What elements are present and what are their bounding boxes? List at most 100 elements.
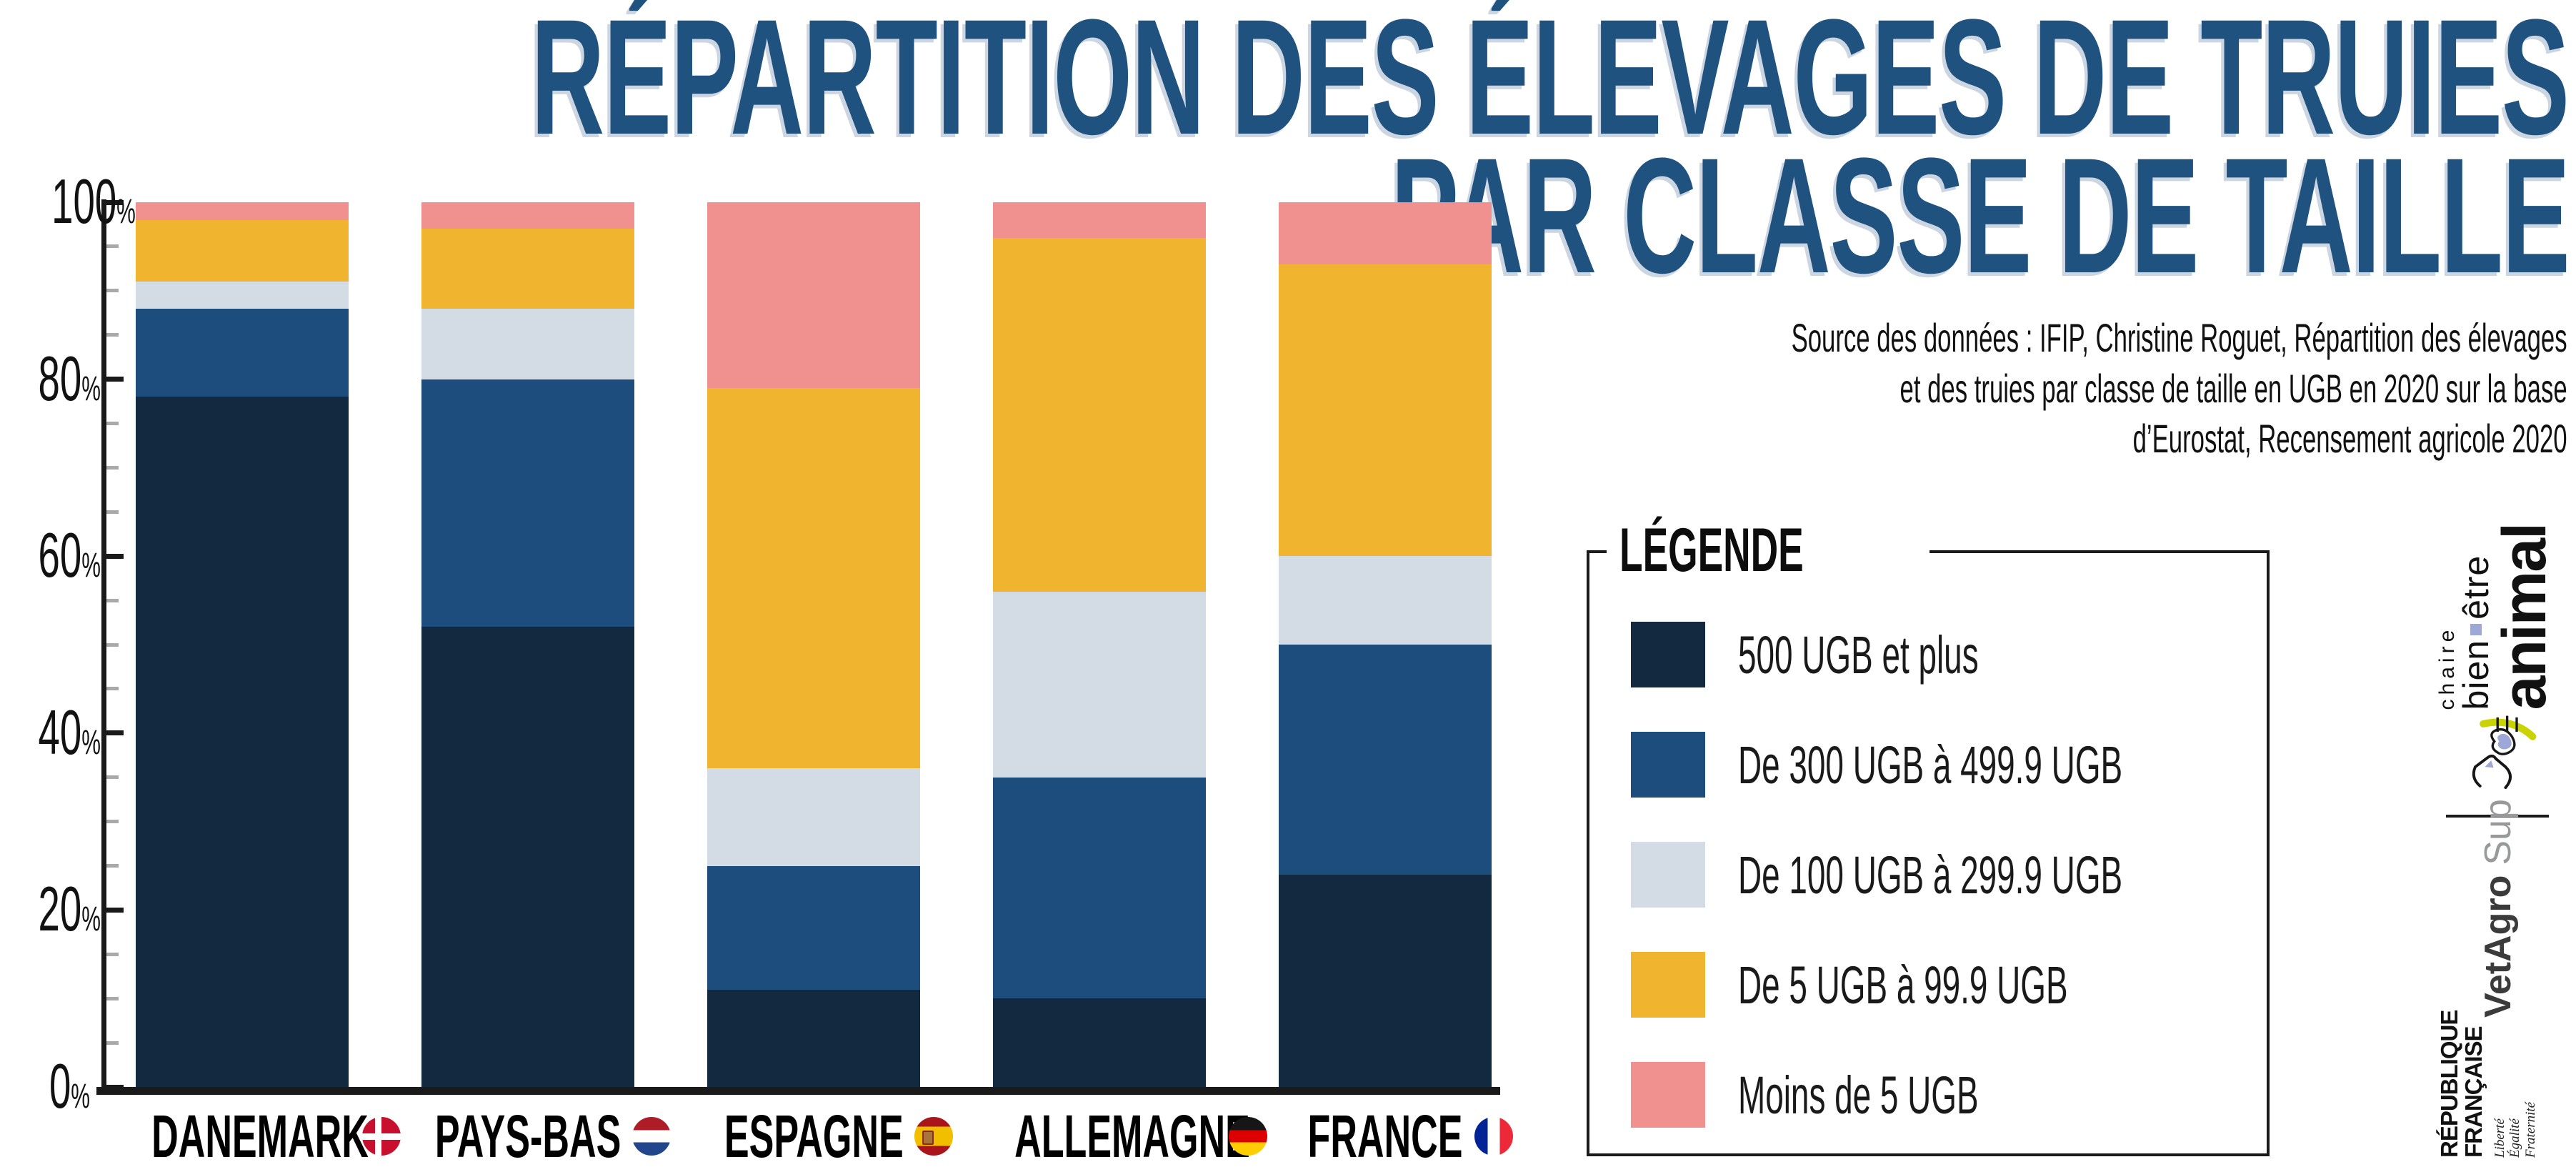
y-tick-minor bbox=[106, 333, 119, 337]
title-line-1: RÉPARTITION DES ÉLEVAGES DE TRUIES bbox=[531, 0, 2570, 169]
y-tick-minor bbox=[106, 510, 119, 514]
y-tick-minor bbox=[106, 465, 119, 470]
y-tick-minor bbox=[106, 820, 119, 824]
bar-segment bbox=[707, 768, 920, 866]
bar-segment bbox=[707, 865, 920, 990]
x-axis-label-espagne: ESPAGNE bbox=[657, 1106, 971, 1166]
legend-label: Moins de 5 UGB bbox=[1738, 1065, 1979, 1125]
bar-segment bbox=[993, 202, 1206, 238]
page-title: RÉPARTITION DES ÉLEVAGES DE TRUIES PAR C… bbox=[0, 0, 2570, 307]
country-name: ALLEMAGNE bbox=[1014, 1103, 1250, 1170]
y-tick-minor bbox=[106, 598, 119, 602]
country-name: PAYS-BAS bbox=[434, 1103, 621, 1170]
y-axis-label: 0% bbox=[49, 1051, 90, 1121]
legend-row: 500 UGB et plus bbox=[1631, 622, 2252, 687]
bar-segment bbox=[707, 388, 920, 769]
bar-danemark bbox=[136, 202, 349, 1087]
animal-sketch-icon bbox=[2472, 715, 2537, 790]
y-tick-minor bbox=[106, 642, 119, 647]
source-note: Source des données : IFIP, Christine Rog… bbox=[1316, 313, 2567, 465]
bar-segment bbox=[421, 308, 634, 379]
legend-swatch-icon bbox=[1631, 622, 1705, 687]
y-tick-minor bbox=[106, 422, 119, 425]
x-axis-line bbox=[96, 1087, 1500, 1095]
y-tick-minor bbox=[106, 775, 119, 780]
legend-label: De 300 UGB à 499.9 UGB bbox=[1738, 735, 2123, 795]
y-tick-minor bbox=[106, 952, 119, 956]
bar-segment bbox=[1279, 556, 1492, 645]
x-axis-label-pays-bas: PAYS-BAS bbox=[371, 1106, 685, 1166]
y-axis-label: 80% bbox=[38, 342, 101, 414]
denmark-flag-icon bbox=[361, 1117, 401, 1156]
netherlands-flag-icon bbox=[632, 1117, 672, 1156]
x-axis-label-danemark: DANEMARK bbox=[85, 1103, 401, 1170]
bar-segment bbox=[421, 379, 634, 627]
bar-segment bbox=[707, 989, 920, 1087]
bar-allemagne bbox=[993, 202, 1206, 1087]
y-tick-major bbox=[106, 1084, 124, 1090]
logo-republique-francaise: RÉPUBLIQUE FRANÇAISE Liberté Égalité Fra… bbox=[2436, 1010, 2566, 1166]
bar-segment bbox=[421, 202, 634, 229]
x-axis-label-allemagne: ALLEMAGNE bbox=[942, 1103, 1267, 1170]
rf-text: RÉPUBLIQUE FRANÇAISE Liberté Égalité Fra… bbox=[2436, 1010, 2539, 1158]
legend-swatch-icon bbox=[1631, 952, 1705, 1018]
bar-segment bbox=[421, 627, 634, 1087]
bien-etre-word: bien être bbox=[2456, 555, 2496, 710]
y-tick-minor bbox=[106, 864, 119, 868]
legend-label: 500 UGB et plus bbox=[1738, 625, 1979, 685]
germany-flag-icon bbox=[1228, 1117, 1267, 1156]
chaire-logo-text: chaire bien être animal bbox=[2435, 524, 2559, 710]
bar-segment bbox=[1279, 202, 1492, 264]
legend-swatch-icon bbox=[1631, 1062, 1705, 1128]
y-axis-label: 60% bbox=[38, 520, 101, 591]
legend-row: De 5 UGB à 99.9 UGB bbox=[1631, 952, 2252, 1018]
title-line-2: PAR CLASSE DE TAILLE bbox=[1390, 123, 2570, 307]
rf-name-line: FRANÇAISE bbox=[2460, 1026, 2487, 1158]
legend-label: De 100 UGB à 299.9 UGB bbox=[1738, 845, 2123, 905]
legend-swatch-icon bbox=[1631, 732, 1705, 798]
legend-row: De 300 UGB à 499.9 UGB bbox=[1631, 732, 2252, 798]
bar-segment bbox=[993, 237, 1206, 592]
country-name: ESPAGNE bbox=[724, 1103, 904, 1170]
bar-segment bbox=[136, 202, 349, 220]
y-tick-major bbox=[106, 730, 124, 736]
x-axis-label-france: FRANCE bbox=[1228, 1106, 1542, 1166]
blue-square-icon bbox=[2470, 623, 2482, 635]
bar-segment bbox=[707, 202, 920, 389]
y-tick-major bbox=[106, 199, 124, 205]
y-tick-major bbox=[106, 377, 124, 382]
rf-name-line: RÉPUBLIQUE bbox=[2436, 1010, 2462, 1158]
legend-label: De 5 UGB à 99.9 UGB bbox=[1738, 955, 2068, 1015]
y-axis-label: 100% bbox=[51, 166, 136, 237]
country-name: DANEMARK bbox=[151, 1103, 369, 1170]
legend: LÉGENDE 500 UGB et plus De 300 UGB à 499.… bbox=[1587, 516, 2270, 1156]
logo-chaire-bien-etre-animal: chaire bien être animal bbox=[2420, 524, 2572, 794]
bar-segment bbox=[136, 282, 349, 309]
y-tick-minor bbox=[106, 244, 119, 249]
bar-segment bbox=[993, 591, 1206, 778]
y-tick-minor bbox=[106, 996, 119, 1000]
bar-france bbox=[1279, 202, 1492, 1087]
legend-row: De 100 UGB à 299.9 UGB bbox=[1631, 842, 2252, 908]
y-axis-label: 40% bbox=[38, 696, 101, 768]
country-name: FRANCE bbox=[1307, 1103, 1463, 1170]
y-tick-major bbox=[106, 907, 124, 913]
bar-segment bbox=[1279, 264, 1492, 557]
chaire-word: chaire bbox=[2435, 625, 2459, 710]
y-axis-label: 20% bbox=[38, 873, 101, 945]
legend-title: LÉGENDE bbox=[1607, 516, 1929, 585]
bar-segment bbox=[421, 229, 634, 309]
logo-vetagro-sup: VetAgro Sup bbox=[2428, 799, 2568, 1025]
logo-divider bbox=[2446, 815, 2549, 818]
y-axis-line bbox=[101, 199, 106, 1093]
y-tick-minor bbox=[106, 687, 119, 691]
legend-items: 500 UGB et plus De 300 UGB à 499.9 UGB De … bbox=[1631, 622, 2252, 1172]
source-line: et des truies par classe de taille en UG… bbox=[1899, 365, 2567, 411]
spain-flag-icon bbox=[914, 1117, 954, 1156]
france-flag-icon bbox=[1474, 1117, 1513, 1156]
bar-segment bbox=[136, 397, 349, 1087]
source-line: d’Eurostat, Recensement agricole 2020 bbox=[2133, 416, 2567, 462]
vetagro-sup-word: Sup bbox=[2477, 799, 2519, 865]
bar-segment bbox=[1279, 645, 1492, 875]
